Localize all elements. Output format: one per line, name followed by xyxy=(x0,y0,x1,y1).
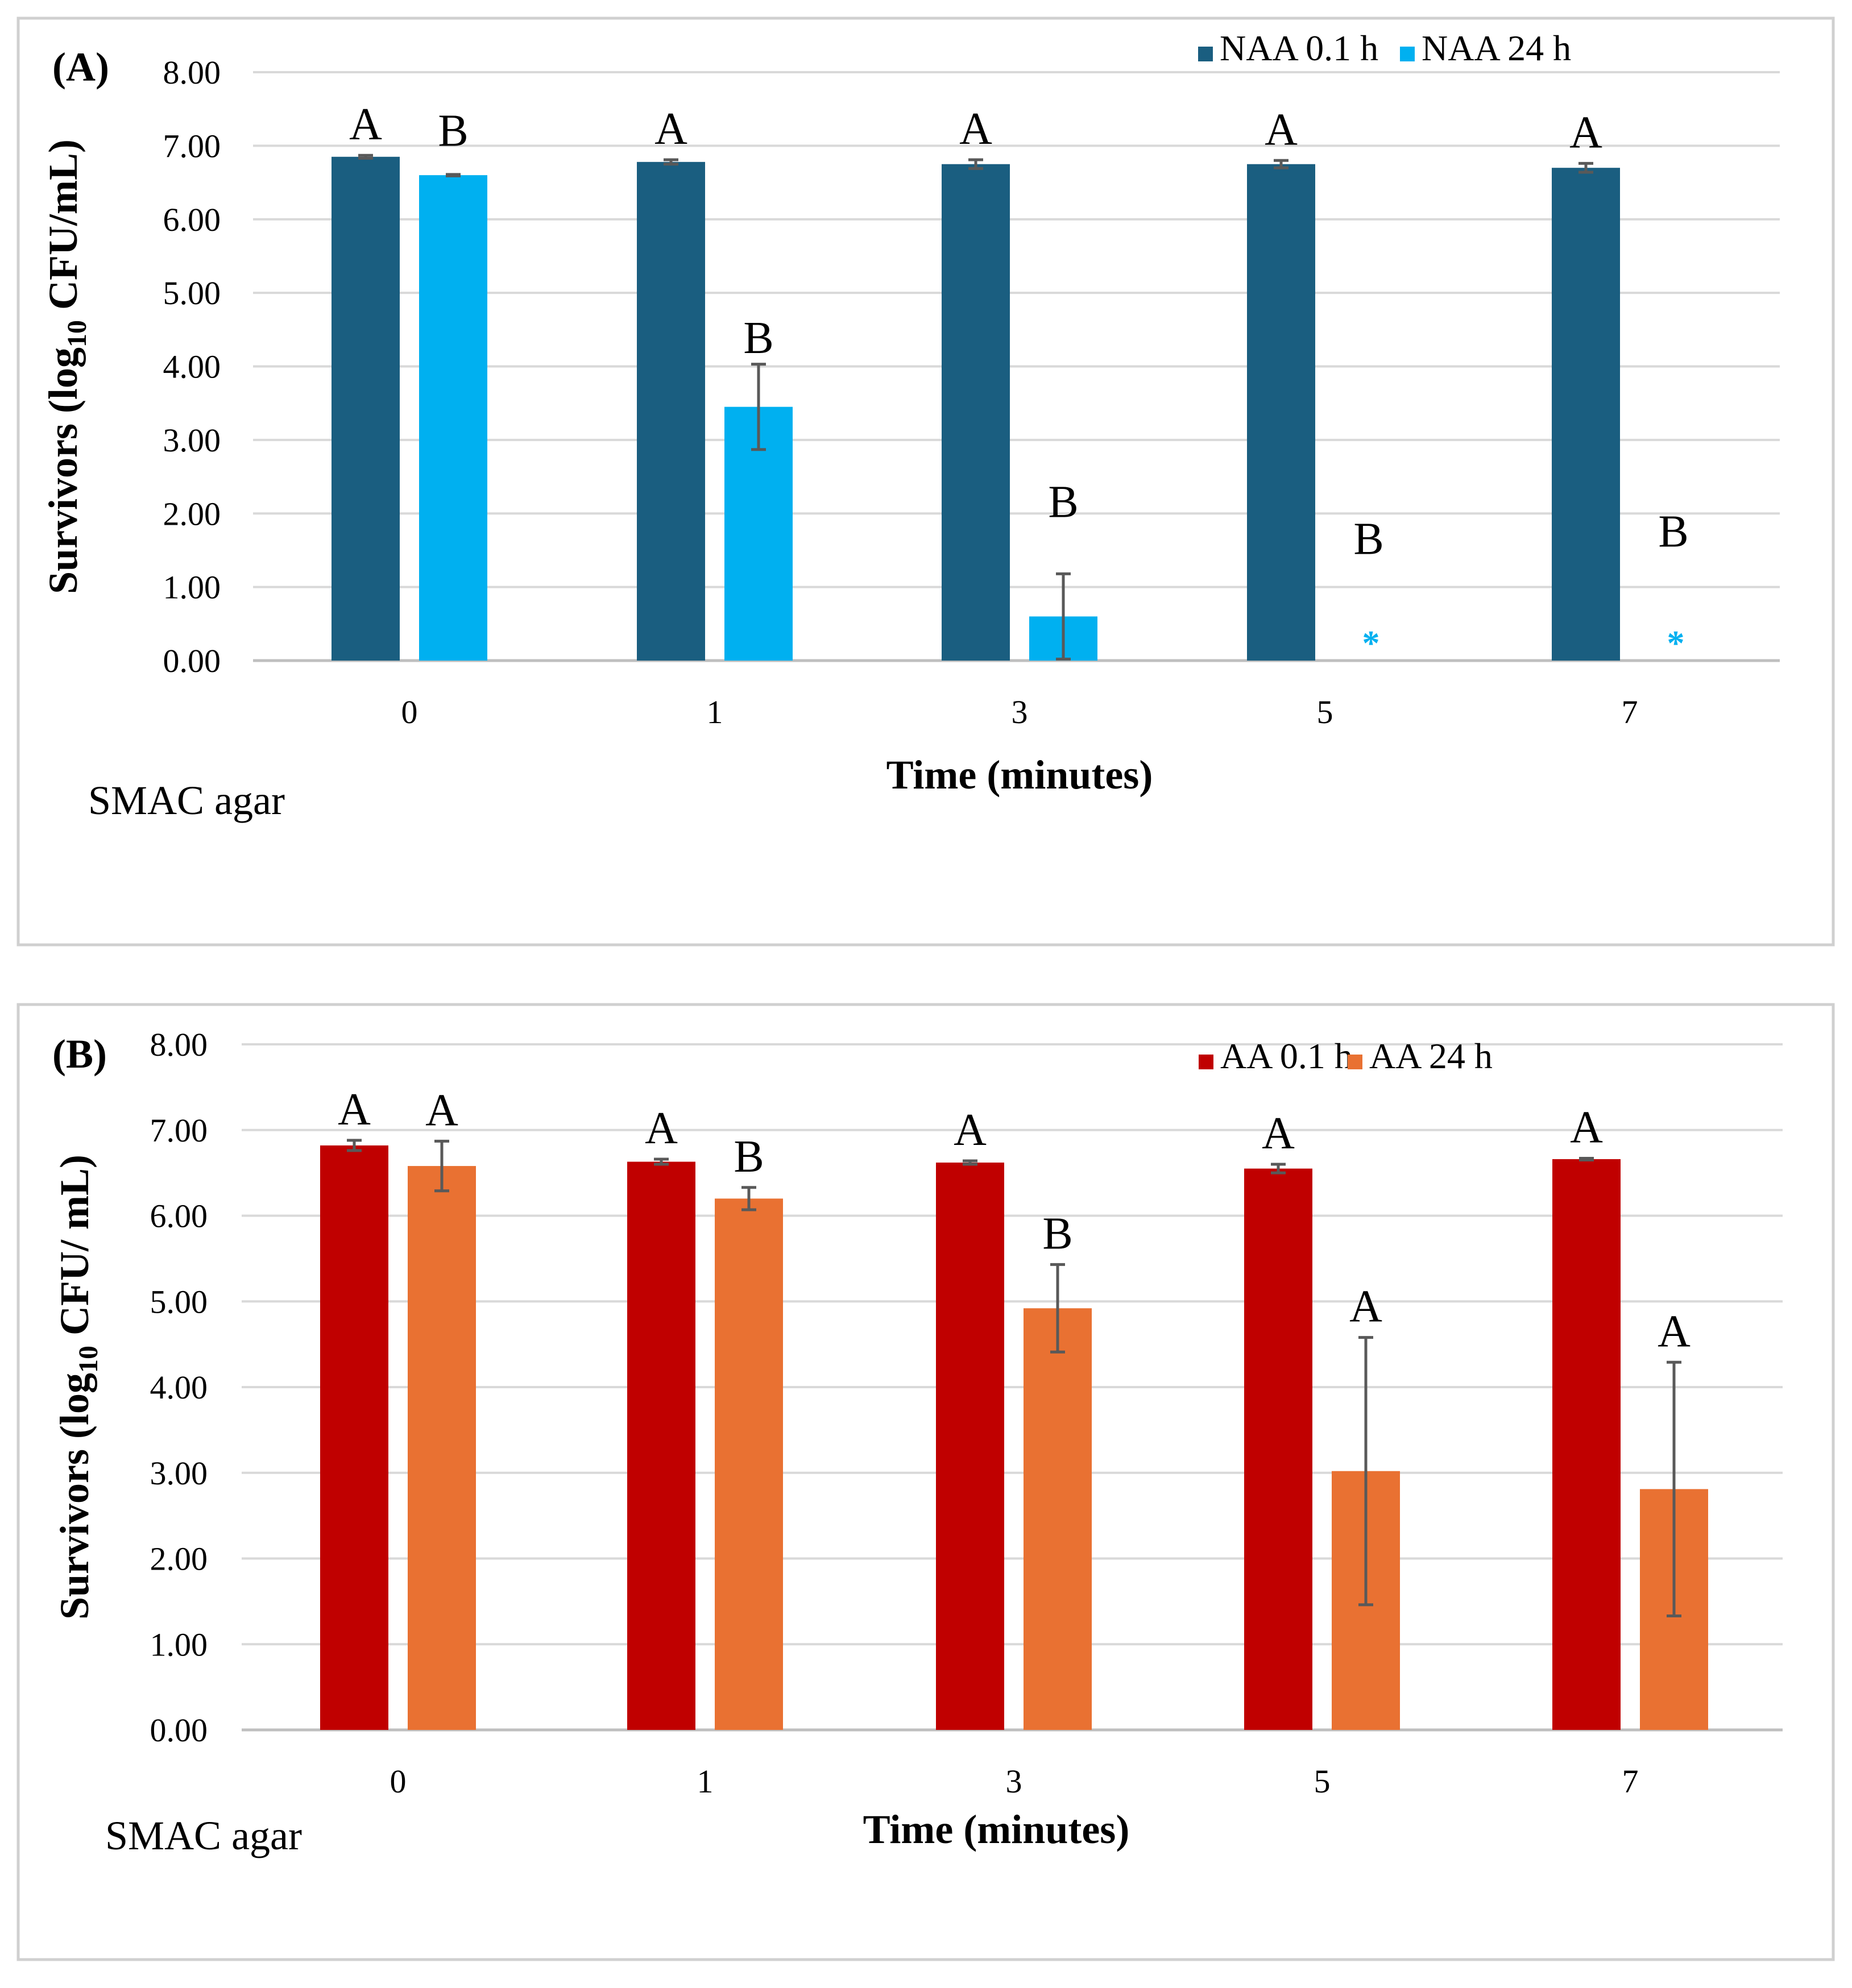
y-tick-label: 6.00 xyxy=(150,1198,208,1235)
chart-panel-a: 0.00 1.00 2.00 3.00 4.00 5.00 6.00 7.00 8.00 A B 0 A… xyxy=(16,16,1835,947)
y-tick-label: 5.00 xyxy=(163,275,221,312)
y-axis-title: Survivors (log10 CFU/ mL) xyxy=(52,1155,103,1620)
x-tick-label: 3 xyxy=(1012,694,1028,731)
significance-letter: A xyxy=(425,1085,458,1135)
y-tick-label: 4.00 xyxy=(163,348,221,385)
below-detection-marker: * xyxy=(1362,624,1380,663)
significance-letter: A xyxy=(1262,1109,1295,1159)
significance-letter: A xyxy=(1570,1102,1603,1152)
y-tick-label: 5.00 xyxy=(150,1283,208,1320)
significance-letter: B xyxy=(743,313,773,363)
legend-label: AA 0.1 h xyxy=(1220,1036,1353,1076)
legend-swatch xyxy=(1198,47,1213,61)
y-tick-label: 7.00 xyxy=(150,1112,208,1149)
y-tick-label: 3.00 xyxy=(163,422,221,459)
x-axis-title: Time (minutes) xyxy=(863,1807,1130,1852)
legend-swatch xyxy=(1400,47,1415,61)
footnote-media: SMAC agar xyxy=(105,1813,302,1858)
y-tick-label: 8.00 xyxy=(163,54,221,91)
panel-label: (A) xyxy=(52,44,109,90)
significance-letter: A xyxy=(954,1105,987,1155)
x-tick-label: 3 xyxy=(1006,1763,1022,1800)
bar-naa-0-1-h-t1 xyxy=(637,161,705,661)
bar-naa-0-1-h-t7 xyxy=(1552,168,1620,661)
x-axis-title: Time (minutes) xyxy=(886,752,1153,798)
bar-naa-0-1-h-t3 xyxy=(942,164,1010,661)
footnote-media: SMAC agar xyxy=(88,778,285,823)
y-tick-label: 3.00 xyxy=(150,1455,208,1492)
legend-label: NAA 0.1 h xyxy=(1220,28,1378,68)
significance-letter: A xyxy=(959,104,992,154)
bar-aa-0-1-h-t3 xyxy=(936,1163,1004,1730)
significance-letter: A xyxy=(349,99,382,150)
significance-letter: B xyxy=(1353,514,1383,564)
significance-letter: A xyxy=(1265,105,1298,155)
significance-letter: B xyxy=(1048,478,1078,528)
x-tick-label: 5 xyxy=(1314,1763,1331,1800)
chart-panel-b: 0.00 1.00 2.00 3.00 4.00 5.00 6.00 7.00 8.00 A A 0 A… xyxy=(16,1003,1835,1961)
legend-swatch xyxy=(1199,1055,1213,1069)
legend-swatch xyxy=(1348,1055,1362,1069)
y-tick-label: 1.00 xyxy=(163,569,221,606)
significance-letter: A xyxy=(1349,1282,1382,1332)
panel-label: (B) xyxy=(52,1031,107,1077)
y-tick-label: 4.00 xyxy=(150,1369,208,1406)
bar-naa-24-h-t0 xyxy=(419,175,487,661)
below-detection-marker: * xyxy=(1667,624,1685,663)
significance-letter: B xyxy=(1658,507,1688,557)
x-tick-label: 0 xyxy=(401,694,418,731)
x-tick-label: 1 xyxy=(707,694,723,731)
bar-naa-0-1-h-t5 xyxy=(1247,164,1315,661)
x-tick-label: 1 xyxy=(697,1763,714,1800)
y-tick-label: 0.00 xyxy=(163,642,221,679)
x-tick-label: 5 xyxy=(1317,694,1333,731)
significance-letter: B xyxy=(734,1132,764,1182)
x-tick-label: 7 xyxy=(1622,694,1638,731)
y-tick-label: 1.00 xyxy=(150,1626,208,1663)
y-tick-label: 2.00 xyxy=(150,1541,208,1578)
bar-aa-24-h-t1 xyxy=(715,1198,783,1730)
significance-letter: A xyxy=(645,1103,678,1153)
bar-aa-24-h-t0 xyxy=(408,1166,476,1730)
significance-letter: A xyxy=(1658,1306,1691,1356)
significance-letter: A xyxy=(338,1085,371,1135)
panel-border xyxy=(16,16,1835,947)
x-tick-label: 7 xyxy=(1622,1763,1639,1800)
legend-label: AA 24 h xyxy=(1369,1036,1493,1076)
x-tick-label: 0 xyxy=(390,1763,407,1800)
y-tick-label: 6.00 xyxy=(163,201,221,238)
y-tick-label: 2.00 xyxy=(163,495,221,532)
y-tick-label: 7.00 xyxy=(163,127,221,164)
significance-letter: B xyxy=(438,106,468,156)
y-tick-label: 8.00 xyxy=(150,1026,208,1063)
y-axis-title: Survivors (log10 CFU/mL) xyxy=(40,139,92,594)
bar-aa-0-1-h-t7 xyxy=(1552,1159,1621,1730)
bar-aa-0-1-h-t0 xyxy=(320,1145,388,1730)
significance-letter: A xyxy=(1569,107,1602,157)
bar-aa-0-1-h-t1 xyxy=(627,1161,695,1730)
bar-aa-0-1-h-t5 xyxy=(1244,1168,1312,1730)
bar-naa-0-1-h-t0 xyxy=(332,156,400,661)
significance-letter: A xyxy=(654,104,687,154)
legend-label: NAA 24 h xyxy=(1422,28,1571,68)
bar-aa-24-h-t3 xyxy=(1024,1308,1092,1730)
y-tick-label: 0.00 xyxy=(150,1712,208,1749)
significance-letter: B xyxy=(1042,1209,1072,1259)
